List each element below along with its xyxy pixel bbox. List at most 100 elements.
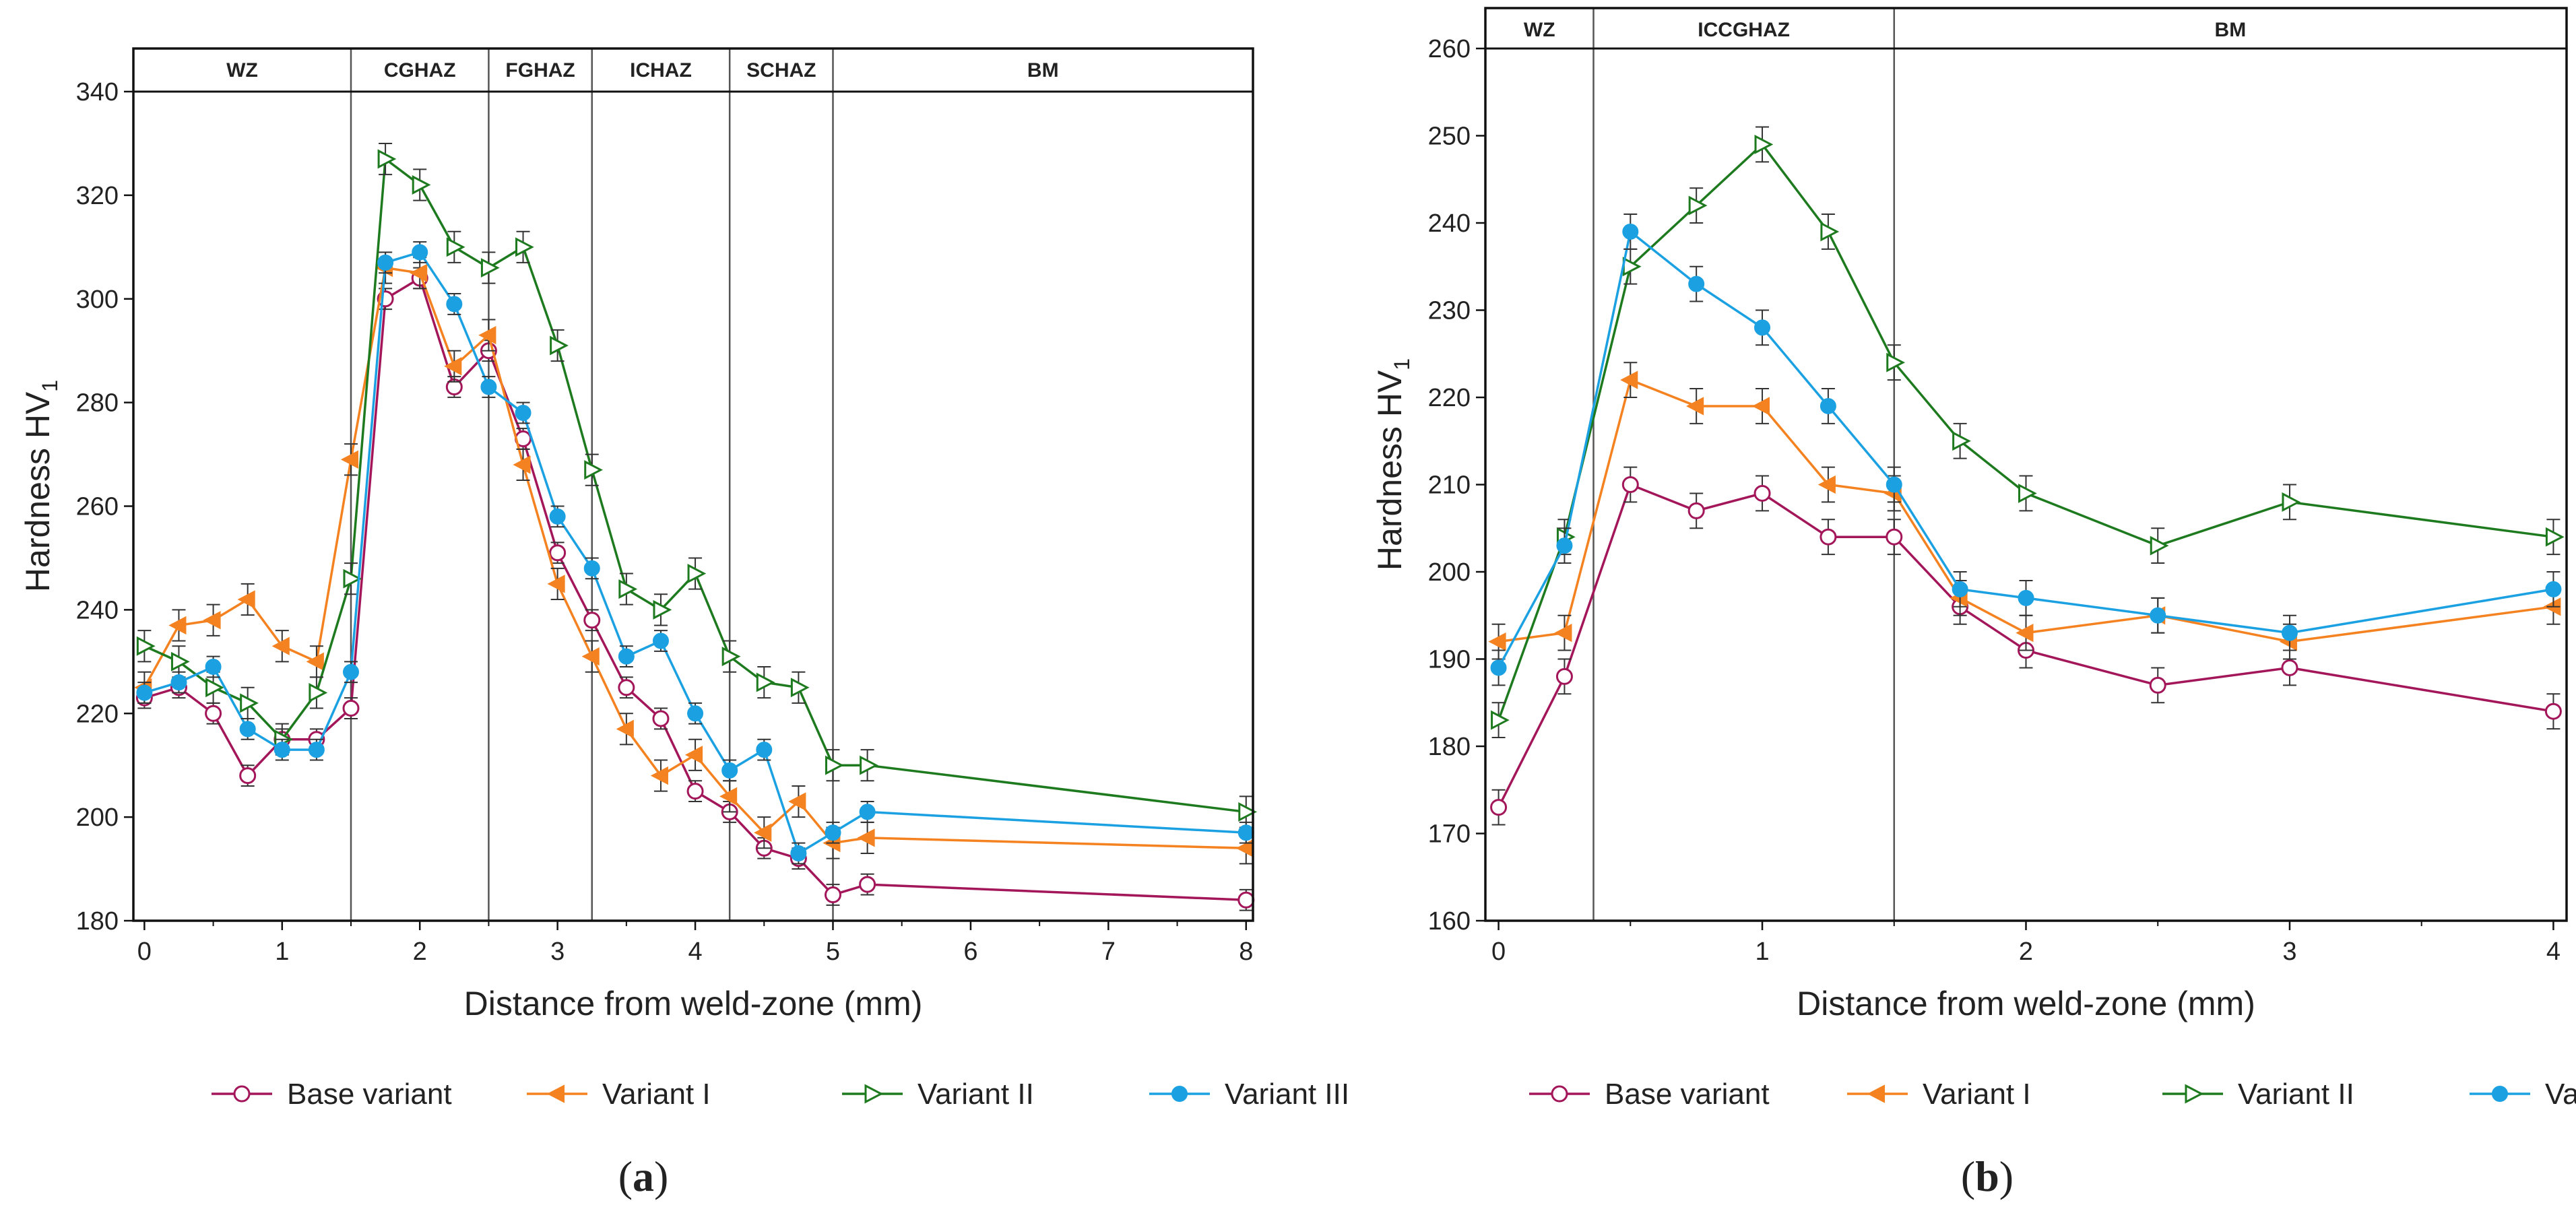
series-variant-ii — [136, 142, 1258, 828]
data-point-variant-ii — [480, 258, 500, 278]
x-tick-label: 8 — [1239, 938, 1253, 966]
y-axis-title: Hardness HV1 — [19, 380, 62, 592]
y-tick-label: 240 — [1428, 209, 1471, 238]
series-line-variant-i — [1498, 378, 2554, 643]
data-point-variant-iii — [2545, 581, 2562, 597]
data-point-base-variant — [549, 544, 567, 562]
data-point-variant-ii — [860, 755, 878, 775]
legend-item-base-variant: Base variant — [212, 1078, 452, 1111]
y-tick-label: 220 — [76, 700, 119, 728]
data-point-variant-iii — [721, 762, 738, 779]
zone-label-schaz: SCHAZ — [746, 59, 816, 81]
legend-item-variant-iii: Variant III — [2470, 1078, 2576, 1111]
data-point-variant-i — [857, 828, 875, 847]
y-tick-label: 230 — [1428, 297, 1471, 325]
data-point-variant-iii — [170, 674, 187, 691]
y-tick-label: 200 — [1428, 558, 1471, 587]
data-point-variant-iii — [480, 379, 497, 395]
data-point-variant-i — [1817, 475, 1836, 494]
data-point-variant-ii — [446, 237, 465, 257]
data-point-base-variant — [205, 705, 222, 722]
data-point-variant-ii — [515, 237, 534, 257]
data-point-variant-ii — [756, 672, 775, 692]
data-point-variant-ii — [721, 647, 741, 667]
data-point-variant-iii — [412, 244, 428, 261]
data-point-variant-ii — [240, 693, 259, 713]
y-tick-label: 210 — [1428, 471, 1471, 500]
data-point-variant-iii — [1556, 537, 1573, 554]
panel-label-open: ( — [618, 1152, 633, 1200]
x-tick-label: 3 — [2282, 938, 2296, 966]
data-point-variant-iii — [515, 405, 532, 422]
series-base-variant — [1490, 466, 2562, 826]
y-tick-label: 250 — [1428, 123, 1471, 151]
data-point-variant-iii — [136, 684, 153, 701]
series-variant-iii — [136, 241, 1254, 865]
plot-frame — [132, 47, 1254, 922]
data-point-variant-iii — [205, 659, 222, 676]
data-point-variant-ii — [2018, 483, 2037, 503]
x-tick-label: 0 — [1491, 938, 1506, 966]
x-axis-title: Distance from weld-zone (mm) — [1797, 985, 2255, 1022]
data-point-variant-iii — [1886, 476, 1902, 493]
y-tick-label: 280 — [76, 389, 119, 418]
data-point-variant-ii — [1688, 195, 1708, 216]
data-point-base-variant — [859, 876, 876, 893]
data-point-base-variant — [1555, 667, 1573, 685]
data-point-variant-i — [237, 590, 255, 609]
x-tick-label: 0 — [137, 938, 152, 966]
zone-label-wz: WZ — [226, 59, 258, 81]
y-tick-label: 260 — [1428, 35, 1471, 63]
data-point-base-variant — [2544, 702, 2562, 720]
zone-label-wz: WZ — [1524, 19, 1555, 41]
legend-label: Variant II — [917, 1078, 1034, 1111]
plot-frame — [1484, 7, 2568, 922]
y-tick-label: 160 — [1428, 907, 1471, 936]
legend-item-variant-i: Variant I — [527, 1078, 711, 1111]
data-point-variant-i — [1620, 370, 1638, 389]
data-point-base-variant — [1490, 799, 1508, 816]
zone-label-fghaz: FGHAZ — [505, 59, 575, 81]
data-point-variant-ii — [550, 335, 569, 356]
y-axis-title: Hardness HV1 — [1371, 358, 1414, 570]
data-point-variant-iii — [342, 663, 359, 680]
data-point-variant-ii — [687, 564, 707, 583]
data-point-variant-iii — [652, 632, 669, 649]
data-point-variant-ii — [377, 149, 397, 169]
data-point-variant-i — [581, 647, 600, 666]
data-point-base-variant — [239, 767, 257, 785]
y-tick-label: 300 — [76, 286, 119, 314]
data-point-variant-ii — [1491, 710, 1510, 730]
y-axis-title-text: Hardness HV — [19, 391, 57, 592]
legend-swatch-marker — [2492, 1086, 2508, 1102]
data-point-variant-ii — [618, 579, 638, 599]
panel-label-letter: b — [1975, 1152, 1999, 1200]
legend-label: Variant I — [602, 1078, 711, 1111]
data-point-variant-ii — [1238, 802, 1258, 822]
data-point-variant-iii — [687, 705, 704, 722]
legend: Base variant Variant I Variant II Variant I… — [1529, 1078, 2576, 1111]
data-point-base-variant — [824, 886, 841, 904]
data-point-base-variant — [1886, 528, 1903, 546]
zone-label-ichaz: ICHAZ — [630, 59, 692, 81]
data-point-variant-i — [2016, 624, 2034, 643]
data-point-variant-iii — [273, 742, 290, 758]
y-tick-label: 180 — [1428, 733, 1471, 761]
data-point-variant-ii — [584, 460, 603, 480]
data-point-variant-i — [754, 823, 772, 842]
data-point-base-variant — [652, 710, 670, 727]
data-point-variant-i — [410, 263, 428, 282]
legend-label: Variant III — [2545, 1078, 2576, 1111]
legend-item-base-variant: Base variant — [1529, 1078, 1770, 1111]
panel-label-b: (b) — [1961, 1152, 2014, 1200]
legend-swatch-marker — [1551, 1085, 1568, 1103]
legend: Base variant Variant I Variant II Variant I… — [212, 1078, 1349, 1111]
y-tick-label: 180 — [76, 907, 119, 936]
legend-label: Base variant — [287, 1078, 452, 1111]
data-point-variant-ii — [653, 599, 672, 620]
x-tick-label: 6 — [963, 938, 977, 966]
data-point-variant-ii — [205, 678, 224, 698]
y-axis-title-group: Hardness HV1 — [1371, 358, 1414, 570]
legend-label: Variant I — [1923, 1078, 2031, 1111]
data-point-variant-iii — [859, 804, 876, 820]
